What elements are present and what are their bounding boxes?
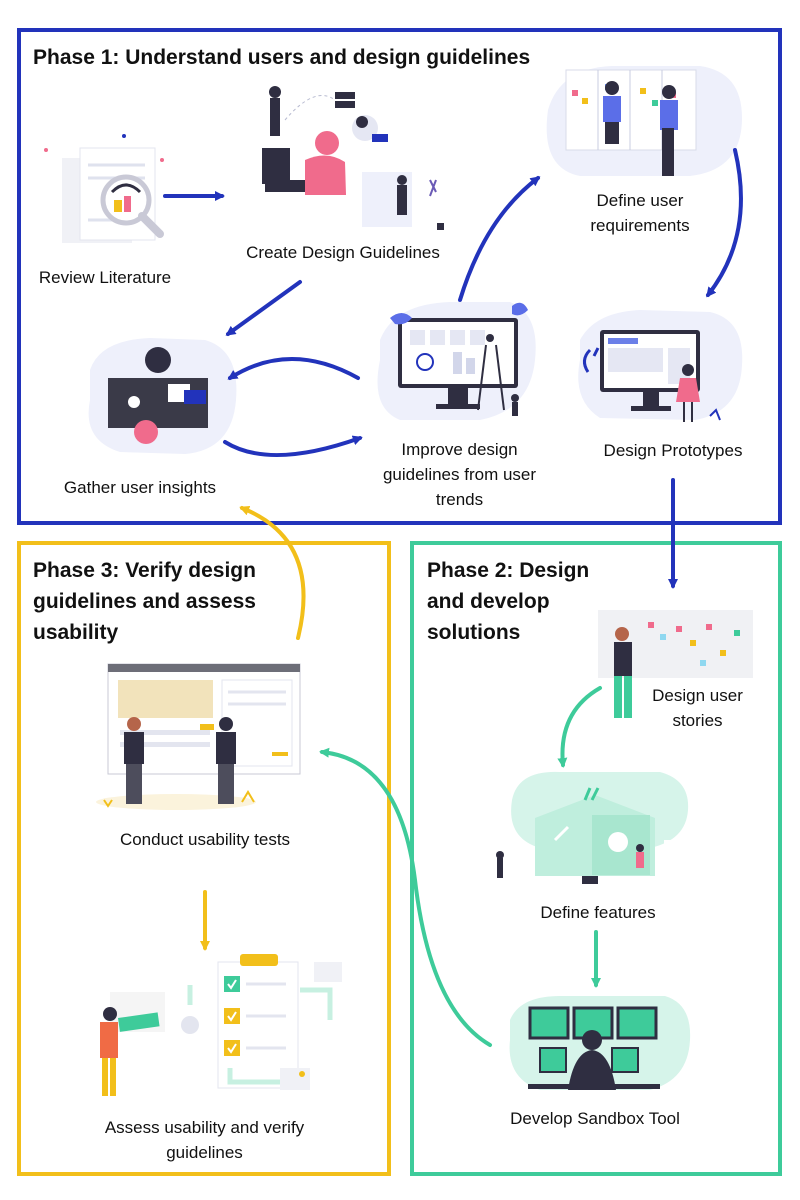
arrow-define-to-prototypes bbox=[706, 148, 743, 298]
step-design-prototypes: Design Prototypes bbox=[603, 441, 743, 460]
step-define-requirements: Define user requirements bbox=[590, 191, 690, 235]
phase2-title: Phase 2: Design and develop solutions bbox=[427, 559, 590, 644]
gather-insights-illustration bbox=[88, 338, 237, 454]
prototypes-illustration bbox=[578, 310, 743, 422]
step-conduct-usability: Conduct usability tests bbox=[119, 830, 291, 849]
step-create-guidelines: Create Design Guidelines bbox=[246, 243, 440, 262]
phase1-title: Phase 1: Understand users and design gui… bbox=[33, 46, 531, 69]
user-stories-illustration bbox=[598, 610, 753, 718]
phase3-title: Phase 3: Verify design guidelines and as… bbox=[33, 559, 256, 644]
step-design-user-stories: Design user stories bbox=[652, 686, 743, 730]
arrow-insights-to-improve bbox=[223, 435, 363, 458]
phase2-arrows bbox=[319, 686, 602, 1047]
sandbox-illustration bbox=[509, 996, 691, 1090]
step-review-literature: Review Literature bbox=[38, 268, 172, 287]
create-guidelines-illustration bbox=[262, 86, 444, 230]
step-improve-guidelines: Improve design guidelines from user tren… bbox=[382, 440, 537, 509]
arrow-phase3-to-insights bbox=[239, 505, 306, 640]
arrow-stories-to-features bbox=[557, 686, 602, 768]
step-gather-insights: Gather user insights bbox=[63, 478, 217, 497]
arrow-improve-to-define bbox=[458, 176, 541, 302]
phase1-box bbox=[17, 28, 782, 525]
phase3-arrows bbox=[200, 505, 306, 951]
improve-guidelines-illustration bbox=[377, 302, 536, 420]
usability-illustration bbox=[96, 663, 301, 810]
define-features-illustration bbox=[496, 771, 689, 884]
phase1-arrows bbox=[163, 148, 743, 589]
phase3-box bbox=[17, 541, 391, 1176]
arrow-create-to-insights bbox=[225, 280, 302, 336]
arrow-sandbox-to-usability bbox=[319, 747, 492, 1047]
review-literature-illustration bbox=[44, 134, 164, 243]
step-define-features: Define features bbox=[540, 903, 656, 922]
arrow-improve-to-insights bbox=[227, 357, 360, 380]
step-develop-sandbox: Develop Sandbox Tool bbox=[510, 1109, 680, 1128]
step-assess-usability: Assess usability and verify guidelines bbox=[104, 1118, 305, 1162]
define-requirements-illustration bbox=[546, 66, 742, 176]
assess-illustration bbox=[100, 954, 342, 1096]
